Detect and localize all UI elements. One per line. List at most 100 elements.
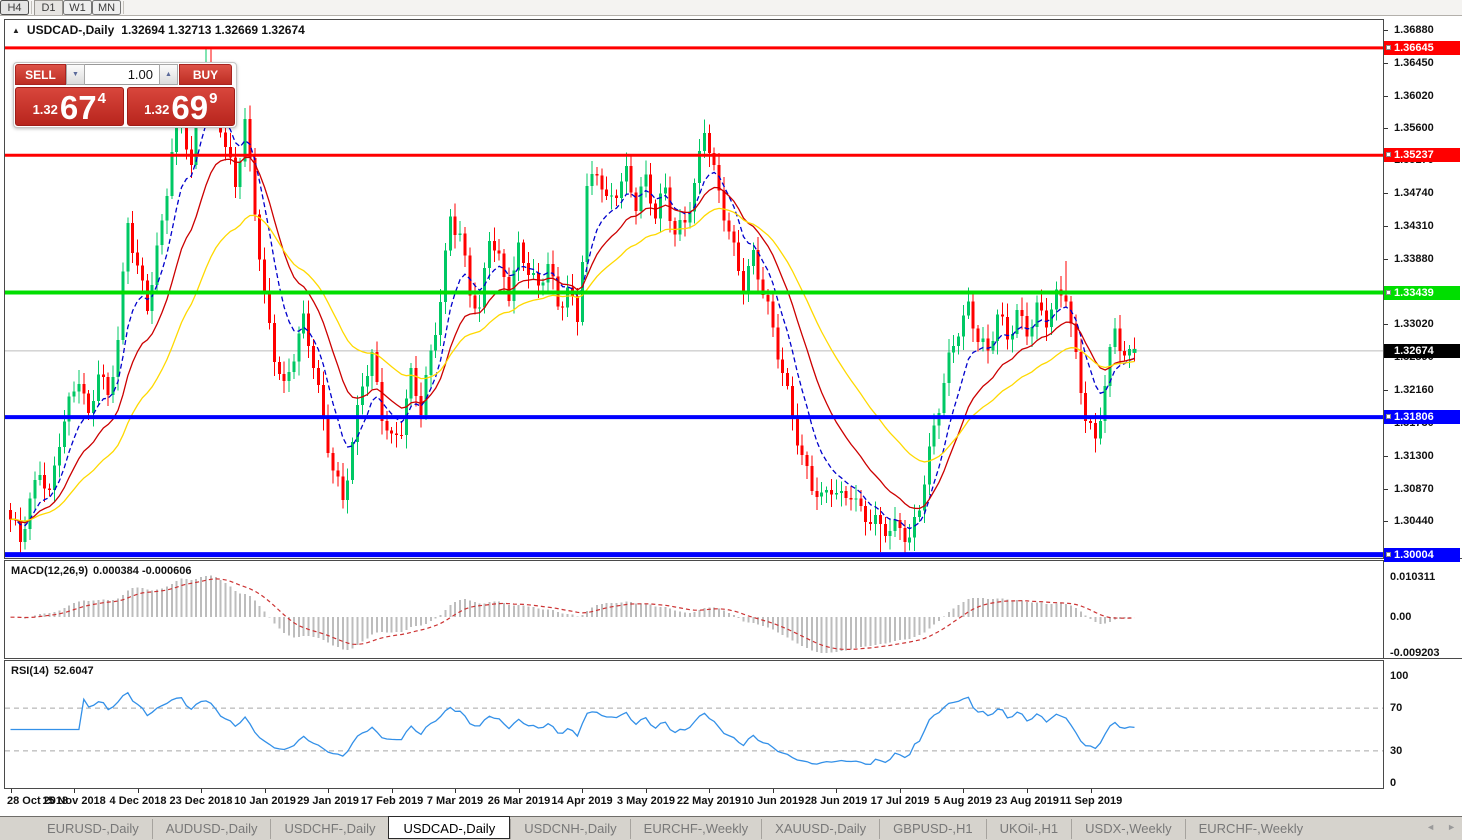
date-tick-mark: [582, 789, 583, 793]
date-tick-mark: [519, 789, 520, 793]
tab-usdx-weekly[interactable]: USDX-,Weekly: [1071, 818, 1184, 839]
tab-audusd-daily[interactable]: AUDUSD-,Daily: [151, 818, 271, 839]
tab-usdchf-daily[interactable]: USDCHF-,Daily: [270, 818, 388, 839]
date-label: 10 Jan 2019: [234, 795, 296, 807]
macd-label: MACD(12,26,9) 0.000384 -0.000606: [11, 565, 192, 577]
timeframe-toolbar: H4 D1 W1 MN: [0, 0, 1462, 16]
tab-eurchf-weekly[interactable]: EURCHF-,Weekly: [629, 818, 762, 839]
tab-scroll-arrows: ◄ ►: [1426, 822, 1456, 832]
date-tick-mark: [74, 789, 75, 793]
spin-up-icon: ▲: [165, 71, 172, 78]
sell-price-display[interactable]: 1.32 67 4: [15, 87, 124, 126]
toolbar-separator: [31, 1, 32, 14]
main-price-pane[interactable]: ▲ USDCAD-,Daily 1.32694 1.32713 1.32669 …: [4, 19, 1384, 559]
macd-axis-top: 0.010311: [1390, 571, 1436, 583]
price-tick-mark: [1384, 390, 1388, 391]
date-tick-mark: [900, 789, 901, 793]
date-label: 7 Mar 2019: [426, 795, 484, 807]
price-axis[interactable]: 1.368801.364501.360201.356001.351701.347…: [1384, 16, 1462, 789]
date-label: 23 Aug 2019: [995, 795, 1059, 807]
date-label: 5 Aug 2019: [934, 795, 992, 807]
date-label: 17 Feb 2019: [360, 795, 424, 807]
price-tick-label: 1.36020: [1394, 90, 1434, 102]
timeframe-w1[interactable]: W1: [63, 0, 92, 15]
timeframe-h4[interactable]: H4: [0, 0, 29, 15]
price-tick-label: 1.35600: [1394, 122, 1434, 134]
rsi-value: 52.6047: [53, 665, 94, 677]
date-tick-mark: [11, 789, 12, 793]
date-tick-mark: [328, 789, 329, 793]
level-price-badge: 1.31806: [1384, 410, 1460, 424]
date-label: 23 Dec 2018: [169, 795, 233, 807]
buy-price-sup: 9: [209, 90, 218, 107]
date-tick-mark: [773, 789, 774, 793]
date-label: 11 Sep 2019: [1059, 795, 1123, 807]
macd-name: MACD(12,26,9): [11, 565, 89, 577]
volume-input[interactable]: [85, 64, 159, 85]
rsi-axis-label: 70: [1390, 702, 1403, 714]
volume-increase-button[interactable]: ▲: [159, 64, 178, 85]
chart-title: ▲ USDCAD-,Daily 1.32694 1.32713 1.32669 …: [12, 23, 305, 37]
tab-scroll-left-icon[interactable]: ◄: [1426, 822, 1436, 832]
date-label: 14 Apr 2019: [551, 795, 613, 807]
level-price-badge: 1.36645: [1384, 41, 1460, 55]
price-tick-label: 1.36880: [1394, 24, 1434, 36]
tab-scroll-right-icon[interactable]: ►: [1447, 822, 1456, 832]
date-tick-mark: [138, 789, 139, 793]
date-tick-mark: [201, 789, 202, 793]
rsi-name: RSI(14): [11, 665, 49, 677]
macd-axis-zero: 0.00: [1390, 611, 1412, 623]
chart-ohlc-values: 1.32694 1.32713 1.32669 1.32674: [121, 23, 305, 37]
buy-price-big: 69: [171, 89, 209, 126]
volume-decrease-button[interactable]: ▼: [66, 64, 85, 85]
price-tick-mark: [1384, 96, 1388, 97]
price-tick-mark: [1384, 193, 1388, 194]
date-label: 29 Jan 2019: [297, 795, 359, 807]
date-tick-mark: [265, 789, 266, 793]
sell-button[interactable]: SELL: [15, 64, 66, 85]
buy-button[interactable]: BUY: [179, 64, 232, 85]
tab-ukoil-h1[interactable]: UKOil-,H1: [985, 818, 1072, 839]
timeframe-d1[interactable]: D1: [34, 0, 63, 15]
tab-usdcnh-daily[interactable]: USDCNH-,Daily: [510, 818, 629, 839]
chart-tabs-bar: EURUSD-,Daily AUDUSD-,Daily USDCHF-,Daily U…: [0, 815, 1462, 840]
tab-gbpusd-h1[interactable]: GBPUSD-,H1: [879, 818, 985, 839]
date-label: 17 Jul 2019: [870, 795, 930, 807]
macd-values: 0.000384 -0.000606: [93, 565, 192, 577]
axis-separator: [1384, 658, 1462, 659]
level-marker-dot: [1386, 290, 1391, 295]
sell-price-big: 67: [59, 89, 97, 126]
level-marker-dot: [1386, 45, 1391, 50]
collapse-arrow-icon[interactable]: ▲: [12, 25, 20, 35]
price-tick-mark: [1384, 128, 1388, 129]
date-label: 3 May 2019: [616, 795, 676, 807]
price-tick-mark: [1384, 226, 1388, 227]
level-price-badge: 1.33439: [1384, 286, 1460, 300]
tab-eurusd-daily[interactable]: EURUSD-,Daily: [47, 820, 139, 836]
tab-xauusd-daily[interactable]: XAUUSD-,Daily: [761, 818, 879, 839]
date-axis[interactable]: 28 Oct 2018 15 Nov 2018 4 Dec 2018 23 Dec 2…: [5, 789, 1384, 815]
date-tick-mark: [1091, 789, 1092, 793]
price-tick-label: 1.34310: [1394, 220, 1434, 232]
rsi-pane[interactable]: RSI(14) 52.6047: [4, 660, 1384, 789]
tab-usdcad-daily[interactable]: USDCAD-,Daily: [388, 815, 511, 839]
current-price-badge: 1.32674: [1384, 344, 1460, 358]
price-tick-mark: [1384, 30, 1388, 31]
chart-symbol-period: USDCAD-,Daily: [26, 23, 115, 37]
rsi-canvas[interactable]: [5, 661, 1383, 788]
date-label: 22 May 2019: [676, 795, 742, 807]
rsi-axis-label: 0: [1390, 777, 1397, 789]
sell-price-prefix: 1.32: [32, 102, 58, 117]
date-tick-mark: [646, 789, 647, 793]
price-tick-mark: [1384, 489, 1388, 490]
sell-price-sup: 4: [97, 90, 106, 107]
date-tick-mark: [709, 789, 710, 793]
toolbar-separator: [123, 1, 124, 14]
macd-pane[interactable]: MACD(12,26,9) 0.000384 -0.000606: [4, 560, 1384, 659]
buy-price-display[interactable]: 1.32 69 9: [126, 87, 235, 126]
date-tick-mark: [836, 789, 837, 793]
tab-eurchf-weekly[interactable]: EURCHF-,Weekly: [1184, 818, 1317, 839]
main-chart-canvas[interactable]: [5, 20, 1383, 558]
macd-canvas[interactable]: [5, 561, 1383, 658]
timeframe-mn[interactable]: MN: [92, 0, 121, 15]
